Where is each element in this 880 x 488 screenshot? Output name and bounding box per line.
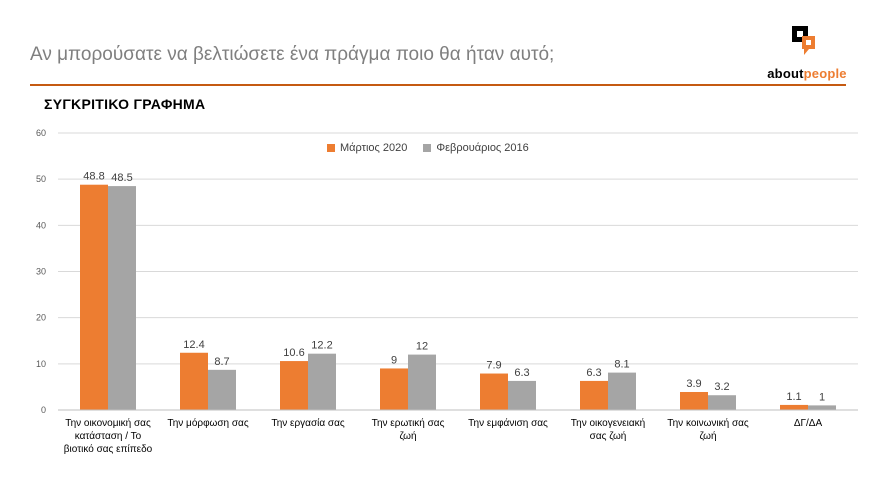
chart-title: ΣΥΓΚΡΙΤΙΚΟ ΓΡΑΦΗΜΑ <box>44 96 206 112</box>
x-tick-label: Την οικογενειακή σας ζωή <box>571 417 645 442</box>
page-title: Αν μπορούσατε να βελτιώσετε ένα πράγμα π… <box>30 44 555 65</box>
aboutpeople-logo: aboutpeople <box>762 24 852 84</box>
legend-item-2020: Μάρτιος 2020 <box>327 142 407 154</box>
bar <box>408 354 436 410</box>
x-tick-label-line: Την εμφάνιση σας <box>468 417 548 429</box>
bar <box>508 380 536 410</box>
bar <box>80 184 108 410</box>
legend-swatch-2016 <box>423 144 432 152</box>
data-label: 8.1 <box>614 359 629 371</box>
data-label: 48.8 <box>83 171 104 183</box>
x-tick-label-line: Την οικονομική σας <box>65 417 151 429</box>
y-tick-label: 40 <box>36 220 46 230</box>
data-label: 6.3 <box>514 367 529 379</box>
x-tick-label-line: ΔΓ/ΔΑ <box>794 418 823 429</box>
bar <box>180 352 208 410</box>
x-tick-label-line: Την οικογενειακή <box>571 417 645 429</box>
legend-swatch-2020 <box>327 144 335 152</box>
logo-word-people: people <box>803 66 847 81</box>
y-tick-label: 10 <box>36 359 46 369</box>
data-label: 3.2 <box>714 381 729 393</box>
data-label: 3.9 <box>686 378 701 390</box>
bar <box>608 372 636 410</box>
bar <box>580 380 608 410</box>
x-tick-label: Την ερωτική σας ζωή <box>372 417 445 442</box>
legend-label-2020: Μάρτιος 2020 <box>340 142 408 154</box>
data-label: 9 <box>391 354 397 366</box>
data-label: 7.9 <box>486 360 501 372</box>
y-tick-label: 60 <box>36 128 46 138</box>
bar <box>380 368 408 410</box>
x-tick-label: Την εργασία σας <box>271 417 345 429</box>
logo-mark-icon <box>792 26 815 55</box>
x-tick-label: ΔΓ/ΔΑ <box>794 418 823 429</box>
bar <box>208 369 236 410</box>
bar <box>280 361 308 410</box>
bar <box>780 404 808 410</box>
chart-legend: Μάρτιος 2020 Φεβρουάριος 2016 <box>327 142 529 154</box>
x-tick-label-line: ζωή <box>399 430 416 442</box>
x-tick-label: Την εμφάνιση σας <box>468 417 548 429</box>
bar <box>480 373 508 410</box>
data-label: 12.2 <box>311 340 332 352</box>
x-tick-label: Την μόρφωση σας <box>167 417 248 429</box>
data-label: 1 <box>819 391 825 403</box>
y-tick-label: 30 <box>36 267 46 277</box>
x-tick-label-line: Την εργασία σας <box>271 417 345 429</box>
y-tick-label: 0 <box>41 405 46 415</box>
data-label: 48.5 <box>111 172 132 184</box>
x-tick-label-line: σας ζωή <box>590 430 627 442</box>
y-tick-label: 50 <box>36 174 46 184</box>
data-label: 1.1 <box>786 391 801 403</box>
legend-item-2016: Φεβρουάριος 2016 <box>423 142 529 154</box>
x-tick-label-line: Την μόρφωση σας <box>167 417 248 429</box>
x-tick-label: Την κοινωνική σας ζωή <box>667 417 749 442</box>
x-tick-label-line: Την ερωτική σας <box>372 417 445 429</box>
legend-label-2016: Φεβρουάριος 2016 <box>436 142 529 154</box>
data-label: 6.3 <box>586 367 601 379</box>
logo-wordmark: aboutpeople <box>762 66 852 81</box>
x-tick-label: Την οικονομική σας κατάσταση / Το βιοτικό … <box>64 417 153 455</box>
x-tick-label-line: Την κοινωνική σας <box>667 417 749 429</box>
data-label: 10.6 <box>283 347 304 359</box>
bar <box>680 391 708 410</box>
data-label: 8.7 <box>214 356 229 368</box>
x-tick-label-line: κατάσταση / Το <box>75 430 142 442</box>
bar <box>108 186 136 410</box>
x-tick-label-line: ζωή <box>699 430 716 442</box>
y-tick-label: 20 <box>36 313 46 323</box>
bar <box>808 405 836 410</box>
data-label: 12.4 <box>183 339 204 351</box>
x-tick-label-line: βιοτικό σας επίπεδο <box>64 443 153 455</box>
bar <box>708 395 736 410</box>
header-divider <box>30 84 846 86</box>
bar <box>308 353 336 410</box>
logo-word-about: about <box>767 66 804 81</box>
data-label: 12 <box>416 341 428 353</box>
